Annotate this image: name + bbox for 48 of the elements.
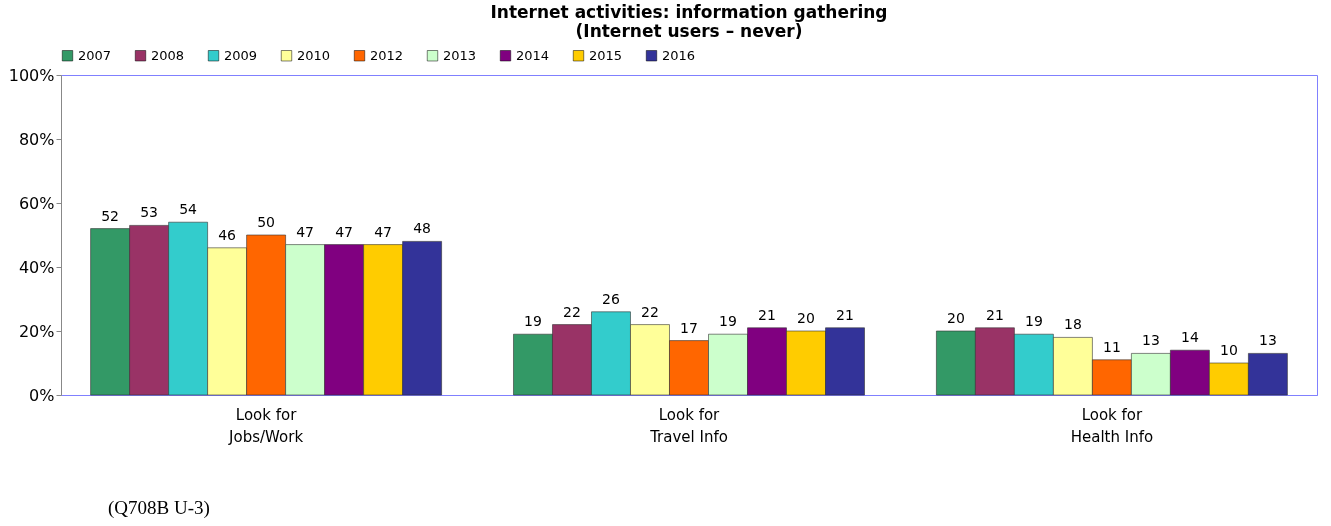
- text: Internet activities: information gathering: [490, 2, 888, 22]
- y-tick-label: 20%: [18, 321, 55, 341]
- data-label: 21: [758, 306, 776, 323]
- legend-label: 2010: [297, 47, 331, 63]
- y-tick-label: 40%: [18, 257, 55, 277]
- text: (Q708B U-3): [108, 497, 210, 519]
- data-label: 17: [680, 319, 698, 336]
- legend-label: 2009: [224, 47, 258, 63]
- data-label: 54: [179, 201, 198, 218]
- data-label: 19: [524, 313, 542, 330]
- data-label: 14: [1180, 329, 1199, 346]
- legend-label: 2015: [589, 47, 623, 63]
- data-label: 47: [335, 223, 354, 240]
- data-label: 10: [1219, 342, 1238, 358]
- data-label: 50: [257, 214, 276, 230]
- data-label: 20: [797, 310, 815, 326]
- x-tick-label: Look for Health Info: [1070, 405, 1154, 446]
- data-label: 46: [218, 226, 237, 243]
- data-label: 11: [1102, 338, 1121, 355]
- legend-label: 2013: [443, 47, 477, 63]
- data-label: 19: [719, 313, 737, 330]
- data-label: 48: [413, 220, 432, 237]
- legend-label: 2014: [516, 47, 550, 63]
- data-label: 13: [1258, 332, 1277, 349]
- text: (Internet users – never): [575, 21, 803, 41]
- data-label: 22: [641, 303, 659, 320]
- y-tick-label: 0%: [29, 385, 55, 405]
- x-tick-label: Look for Travel Info: [649, 405, 728, 446]
- y-tick-label: 80%: [18, 129, 55, 149]
- legend-label: 2008: [151, 47, 185, 63]
- legend-label: 2007: [78, 47, 112, 63]
- data-label: 18: [1063, 316, 1082, 333]
- data-label: 20: [946, 310, 965, 326]
- data-label: 53: [140, 204, 159, 221]
- data-label: 26: [602, 290, 620, 307]
- data-label: 21: [985, 306, 1004, 323]
- x-tick-label: Look for Jobs/Work: [228, 405, 304, 446]
- legend-label: 2016: [662, 47, 696, 63]
- data-label: 19: [1024, 313, 1043, 330]
- y-tick-label: 60%: [18, 193, 55, 213]
- legend-label: 2012: [370, 47, 404, 63]
- data-label: 22: [563, 303, 581, 320]
- y-tick-label: 100%: [8, 65, 55, 85]
- data-label: 21: [836, 306, 854, 323]
- data-label: 13: [1141, 332, 1160, 349]
- data-label: 47: [374, 223, 393, 240]
- data-label: 52: [101, 207, 120, 224]
- data-label: 47: [296, 223, 315, 240]
